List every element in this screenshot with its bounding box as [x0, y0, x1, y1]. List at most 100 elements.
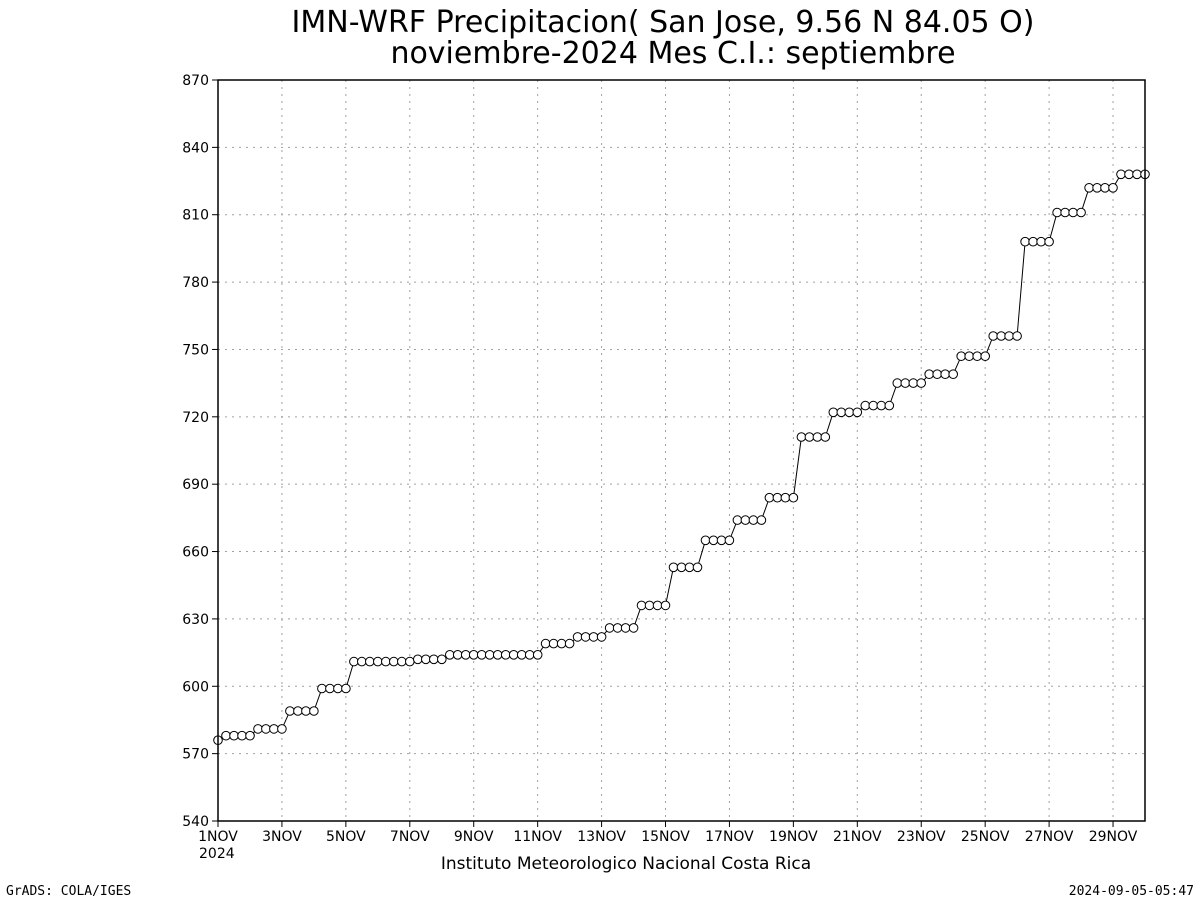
data-point — [1044, 236, 1054, 247]
data-point — [628, 623, 639, 633]
institution-credit: Instituto Meteorologico Nacional Costa R… — [441, 854, 811, 874]
x-tick-label: 23NOV — [897, 829, 946, 845]
x-tick-label: 9NOV — [454, 829, 494, 845]
data-point — [229, 730, 239, 741]
data-point — [445, 650, 455, 660]
data-point — [900, 378, 911, 388]
data-point — [684, 562, 695, 573]
data-point — [1116, 169, 1126, 180]
y-tick-label: 840 — [182, 140, 209, 156]
data-point — [1108, 183, 1118, 193]
data-point — [1132, 169, 1142, 180]
data-point — [620, 623, 631, 633]
data-point — [796, 432, 807, 442]
data-point — [740, 515, 751, 525]
x-tick-label: 21NOV — [833, 829, 882, 845]
data-point — [932, 369, 943, 380]
data-point — [836, 407, 847, 418]
data-point — [1068, 207, 1078, 218]
data-point — [532, 650, 543, 660]
data-point — [660, 600, 671, 611]
data-point — [452, 650, 463, 660]
data-point — [1028, 236, 1038, 247]
data-point — [996, 331, 1007, 341]
x-tick-label: 29NOV — [1089, 829, 1138, 845]
data-point — [277, 724, 287, 734]
data-point — [1076, 207, 1086, 218]
data-point — [413, 654, 423, 665]
data-point — [1100, 183, 1110, 193]
data-point — [357, 656, 367, 667]
data-point — [708, 535, 719, 546]
y-tick-label: 660 — [182, 545, 209, 561]
data-point — [389, 656, 399, 667]
x-tick-label: 19NOV — [769, 829, 818, 845]
data-point — [564, 638, 575, 649]
data-point — [788, 492, 799, 503]
data-point — [588, 632, 599, 642]
data-point — [852, 407, 863, 418]
data-point — [604, 623, 615, 633]
chart-title-line2: noviembre-2024 Mes C.I.: septiembre — [390, 36, 955, 71]
data-point — [237, 730, 247, 741]
data-point — [540, 638, 551, 649]
data-point — [333, 683, 343, 694]
data-point — [916, 378, 927, 388]
data-point — [724, 535, 735, 546]
y-tick-label: 780 — [182, 275, 209, 291]
data-point — [293, 706, 303, 716]
y-tick-label: 540 — [182, 814, 209, 830]
x-tick-label: 5NOV — [326, 829, 366, 845]
data-point — [884, 400, 895, 411]
data-point — [844, 407, 855, 418]
plot-frame — [217, 79, 1146, 822]
data-point — [980, 351, 991, 362]
data-point — [1124, 169, 1134, 180]
data-point — [516, 650, 527, 660]
data-point — [460, 650, 471, 660]
software-credit: GrADS: COLA/IGES — [6, 884, 131, 899]
data-point — [652, 600, 663, 611]
data-point — [476, 650, 487, 660]
data-point — [261, 724, 271, 734]
axes: 540 570 600 630 660 690 720 750 780 810 840 870 1NOV… — [182, 73, 1138, 845]
year-label: 2024 — [199, 846, 235, 862]
data-point — [492, 650, 503, 660]
data-point — [964, 351, 975, 362]
data-point — [508, 650, 519, 660]
data-point — [524, 650, 535, 660]
grid-lines — [218, 80, 1145, 821]
data-point — [301, 706, 311, 716]
y-tick-label: 570 — [182, 747, 209, 763]
data-point — [756, 515, 767, 525]
data-point — [692, 562, 703, 573]
data-point — [285, 706, 295, 716]
data-point — [437, 654, 447, 665]
data-point — [500, 650, 511, 660]
data-point — [1084, 183, 1094, 193]
x-tick-label: 15NOV — [641, 829, 690, 845]
x-tick-label: 17NOV — [705, 829, 754, 845]
data-point — [556, 638, 567, 649]
data-point — [1012, 331, 1022, 341]
data-point — [820, 432, 831, 442]
x-tick-label: 1NOV — [198, 829, 238, 845]
y-tick-label: 720 — [182, 410, 209, 426]
series-line — [217, 173, 1145, 741]
data-point — [716, 535, 727, 546]
x-tick-label: 7NOV — [390, 829, 430, 845]
data-point — [892, 378, 903, 388]
data-series — [213, 169, 1150, 746]
data-point — [1060, 207, 1070, 218]
data-point — [780, 492, 791, 503]
data-point — [245, 730, 255, 741]
data-point — [341, 683, 351, 694]
data-point — [309, 706, 319, 716]
data-point — [988, 331, 999, 341]
data-point — [405, 656, 415, 667]
data-point — [580, 632, 591, 642]
data-point — [1020, 236, 1030, 247]
x-tick-label: 11NOV — [513, 829, 562, 845]
data-point — [373, 656, 383, 667]
data-point — [644, 600, 655, 611]
